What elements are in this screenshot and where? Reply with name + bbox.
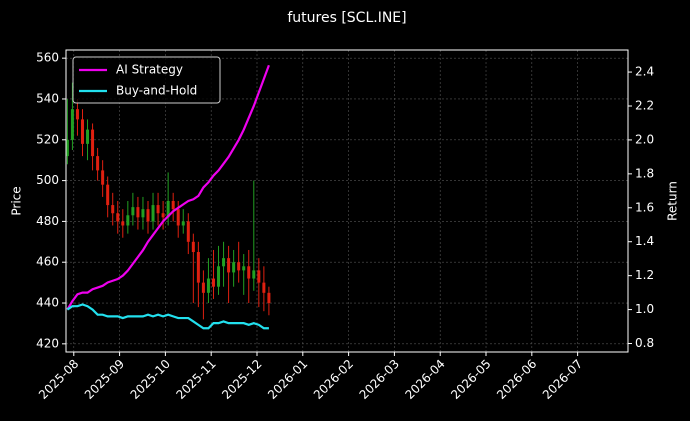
candle-body: [141, 209, 145, 218]
x-tick-label: 2025-11: [173, 357, 218, 402]
candle-body: [176, 209, 180, 226]
y-tick-label: 540: [36, 91, 59, 105]
y2-tick-label: 2.4: [635, 65, 654, 79]
candle-body: [96, 156, 100, 171]
x-tick-label: 2025-10: [128, 357, 173, 402]
candle-body: [232, 262, 236, 273]
candle-body: [237, 262, 241, 271]
candle-body: [131, 207, 135, 216]
candle-body: [80, 119, 84, 144]
x-tick-label: 2026-04: [402, 357, 447, 402]
x-tick-label: 2026-03: [357, 357, 402, 402]
candle-body: [75, 109, 79, 120]
y-tick-label: 460: [36, 255, 59, 269]
series-line: [66, 303, 269, 330]
candle-body: [116, 213, 120, 222]
y2-tick-label: 1.0: [635, 302, 654, 316]
x-tick-label: 2026-02: [311, 357, 356, 402]
y-tick-label: 560: [36, 51, 59, 65]
x-tick-label: 2025-09: [82, 357, 127, 402]
y2-tick-label: 1.6: [635, 200, 654, 214]
candle-body: [191, 241, 195, 253]
candle-body: [121, 221, 125, 226]
candle-body: [146, 209, 150, 222]
candle-body: [166, 201, 170, 218]
x-tick-label: 2025-08: [36, 357, 81, 402]
candle-body: [211, 278, 215, 287]
y2-tick-label: 2.0: [635, 132, 654, 146]
x-tick-label: 2025-12: [219, 357, 264, 402]
candle-body: [151, 205, 155, 222]
x-tick-label: 2026-05: [448, 357, 493, 402]
candle-body: [126, 215, 130, 226]
candle-body: [101, 170, 105, 185]
candle-body: [217, 266, 221, 287]
candle-body: [262, 282, 266, 293]
x-tick-label: 2026-07: [540, 357, 585, 402]
y-tick-label: 480: [36, 214, 59, 228]
y2-tick-label: 2.2: [635, 98, 654, 112]
candle-body: [267, 292, 271, 304]
legend-label: AI Strategy: [116, 63, 183, 77]
candle-body: [111, 205, 115, 214]
y2-tick-label: 1.2: [635, 268, 654, 282]
candle-body: [171, 201, 175, 210]
candle-body: [206, 278, 210, 293]
candle-body: [136, 207, 140, 218]
x-tick-label: 2026-01: [265, 357, 310, 402]
y-tick-label: 500: [36, 173, 59, 187]
chart-title: futures [SCL.INE]: [287, 10, 406, 26]
candle-body: [201, 282, 205, 293]
candle-body: [242, 266, 246, 271]
candle-body: [106, 184, 110, 206]
legend-box: [72, 56, 221, 104]
candle-body: [86, 129, 90, 144]
x-tick-label: 2026-06: [494, 357, 539, 402]
candle-body: [181, 221, 185, 226]
candle-body: [186, 221, 190, 242]
y-tick-label: 440: [36, 296, 59, 310]
series-line: [66, 64, 270, 311]
candle-body: [161, 213, 165, 218]
candle-body: [227, 258, 231, 273]
candle-body: [91, 129, 95, 157]
candle-body: [156, 205, 160, 214]
candle-body: [196, 252, 200, 283]
y2-tick-label: 1.8: [635, 166, 654, 180]
candle-body: [222, 258, 226, 267]
candle-body: [247, 266, 251, 279]
plot-frame: [65, 49, 629, 353]
y2-tick-label: 1.4: [635, 234, 654, 248]
y2-tick-label: 0.8: [635, 336, 654, 350]
y-axis-label: Price: [10, 186, 24, 215]
candle-body: [257, 270, 261, 283]
y-tick-label: 420: [36, 336, 59, 350]
legend-label: Buy-and-Hold: [116, 84, 197, 98]
y-tick-label: 520: [36, 132, 59, 146]
candle-body: [70, 109, 74, 140]
y2-axis-label: Return: [666, 181, 680, 221]
candle-body: [65, 139, 69, 157]
candle-body: [252, 270, 256, 279]
